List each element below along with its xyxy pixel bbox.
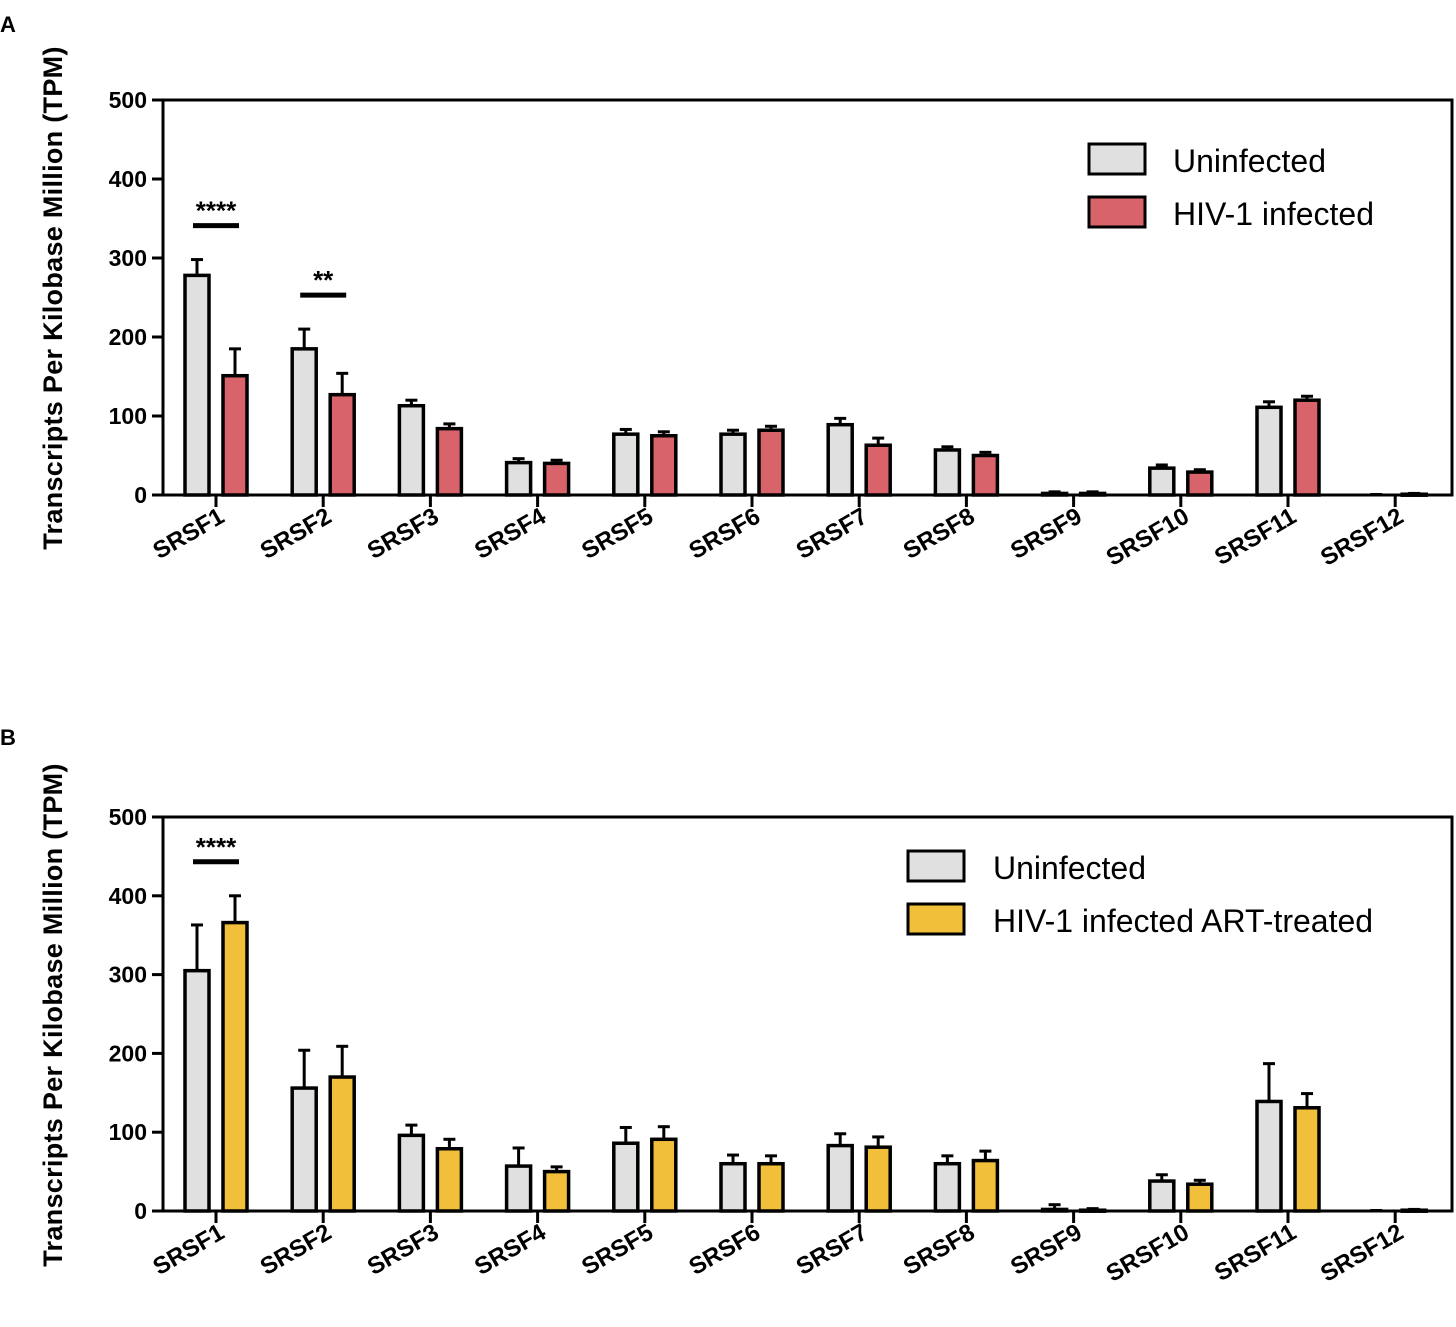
y-tick-label: 100 <box>109 403 147 429</box>
panel-b-y-ticks: 0 100 200 300 400 500 <box>109 804 163 1224</box>
y-tick-label: 300 <box>109 962 147 988</box>
bar-uninfected <box>612 432 640 497</box>
panel-a-significance: ****** <box>193 196 347 298</box>
legend-a-label-uninfected: Uninfected <box>1173 143 1326 179</box>
legend-b-swatch-art <box>906 902 966 936</box>
panel-b-plot-frame <box>161 815 1454 1213</box>
bar-uninfected <box>719 432 747 497</box>
bar-infected <box>757 428 785 497</box>
panel-b-y-axis-title: Transcripts Per Kilobase Million (TPM) <box>38 763 68 1267</box>
bar-uninfected <box>504 1164 533 1213</box>
panel-b-legend: Uninfected HIV-1 infected ART-treated <box>906 849 1373 939</box>
panel-b-significance: **** <box>193 832 239 865</box>
significance-label: **** <box>196 832 237 862</box>
bar-infected <box>542 461 571 497</box>
panel-a-legend: Uninfected HIV-1 infected <box>1087 142 1374 232</box>
bar-infected <box>1293 398 1321 497</box>
panel-a-y-ticks: 0 100 200 300 400 500 <box>109 87 163 508</box>
bar-uninfected <box>719 1161 747 1213</box>
bar-infected <box>971 453 1000 497</box>
significance-label: ** <box>313 265 334 295</box>
bar-uninfected <box>290 347 318 497</box>
y-tick-label: 500 <box>109 804 147 830</box>
panel-a-letter: A <box>0 12 16 37</box>
bar-uninfected <box>1255 405 1283 497</box>
bar-uninfected <box>1148 466 1176 497</box>
panel-a-y-axis-title: Transcripts Per Kilobase Million (TPM) <box>38 46 68 550</box>
legend-a-label-infected: HIV-1 infected <box>1173 196 1374 232</box>
panel-b-bars <box>183 894 1428 1213</box>
bar-infected <box>328 392 356 497</box>
bar-uninfected <box>183 273 211 497</box>
bar-infected <box>221 920 249 1213</box>
bar-uninfected <box>183 968 211 1213</box>
bar-uninfected <box>933 448 962 497</box>
bar-uninfected <box>1148 1179 1176 1213</box>
bar-uninfected <box>504 460 533 497</box>
bar-uninfected <box>826 422 854 497</box>
y-tick-label: 400 <box>109 883 147 909</box>
y-tick-label: 300 <box>109 245 147 271</box>
bar-infected <box>971 1158 1000 1213</box>
bar-infected <box>435 1146 464 1213</box>
bar-uninfected <box>933 1161 962 1213</box>
y-tick-label: 0 <box>134 1198 147 1224</box>
bar-infected <box>864 1145 892 1213</box>
y-tick-label: 500 <box>109 87 147 113</box>
legend-b-label-art: HIV-1 infected ART-treated <box>993 903 1373 939</box>
bar-infected <box>1293 1106 1321 1213</box>
bar-infected <box>1186 1182 1214 1213</box>
bar-infected <box>757 1161 785 1213</box>
legend-a-swatch-uninfected <box>1087 142 1147 176</box>
y-tick-label: 100 <box>109 1119 147 1145</box>
bar-uninfected <box>290 1086 318 1213</box>
bar-infected <box>864 443 892 497</box>
y-tick-label: 0 <box>134 482 147 508</box>
bar-infected <box>435 426 464 497</box>
legend-b-label-uninfected: Uninfected <box>993 850 1146 886</box>
legend-a-swatch-infected <box>1087 195 1147 229</box>
bar-infected <box>1186 470 1214 497</box>
bar-uninfected <box>397 403 426 497</box>
bar-infected <box>650 1137 678 1213</box>
bar-uninfected <box>397 1133 426 1213</box>
panel-b-letter: B <box>0 725 16 750</box>
bar-uninfected <box>826 1143 854 1213</box>
panel-a-plot-frame <box>161 98 1454 497</box>
y-tick-label: 400 <box>109 166 147 192</box>
bar-uninfected <box>1255 1099 1283 1213</box>
y-tick-label: 200 <box>109 324 147 350</box>
significance-label: **** <box>196 196 237 226</box>
legend-b-swatch-uninfected <box>906 849 966 883</box>
bar-uninfected <box>612 1141 640 1213</box>
bar-infected <box>328 1075 356 1213</box>
bar-infected <box>542 1169 571 1213</box>
bar-infected <box>650 434 678 497</box>
y-tick-label: 200 <box>109 1040 147 1066</box>
bar-infected <box>221 373 249 497</box>
